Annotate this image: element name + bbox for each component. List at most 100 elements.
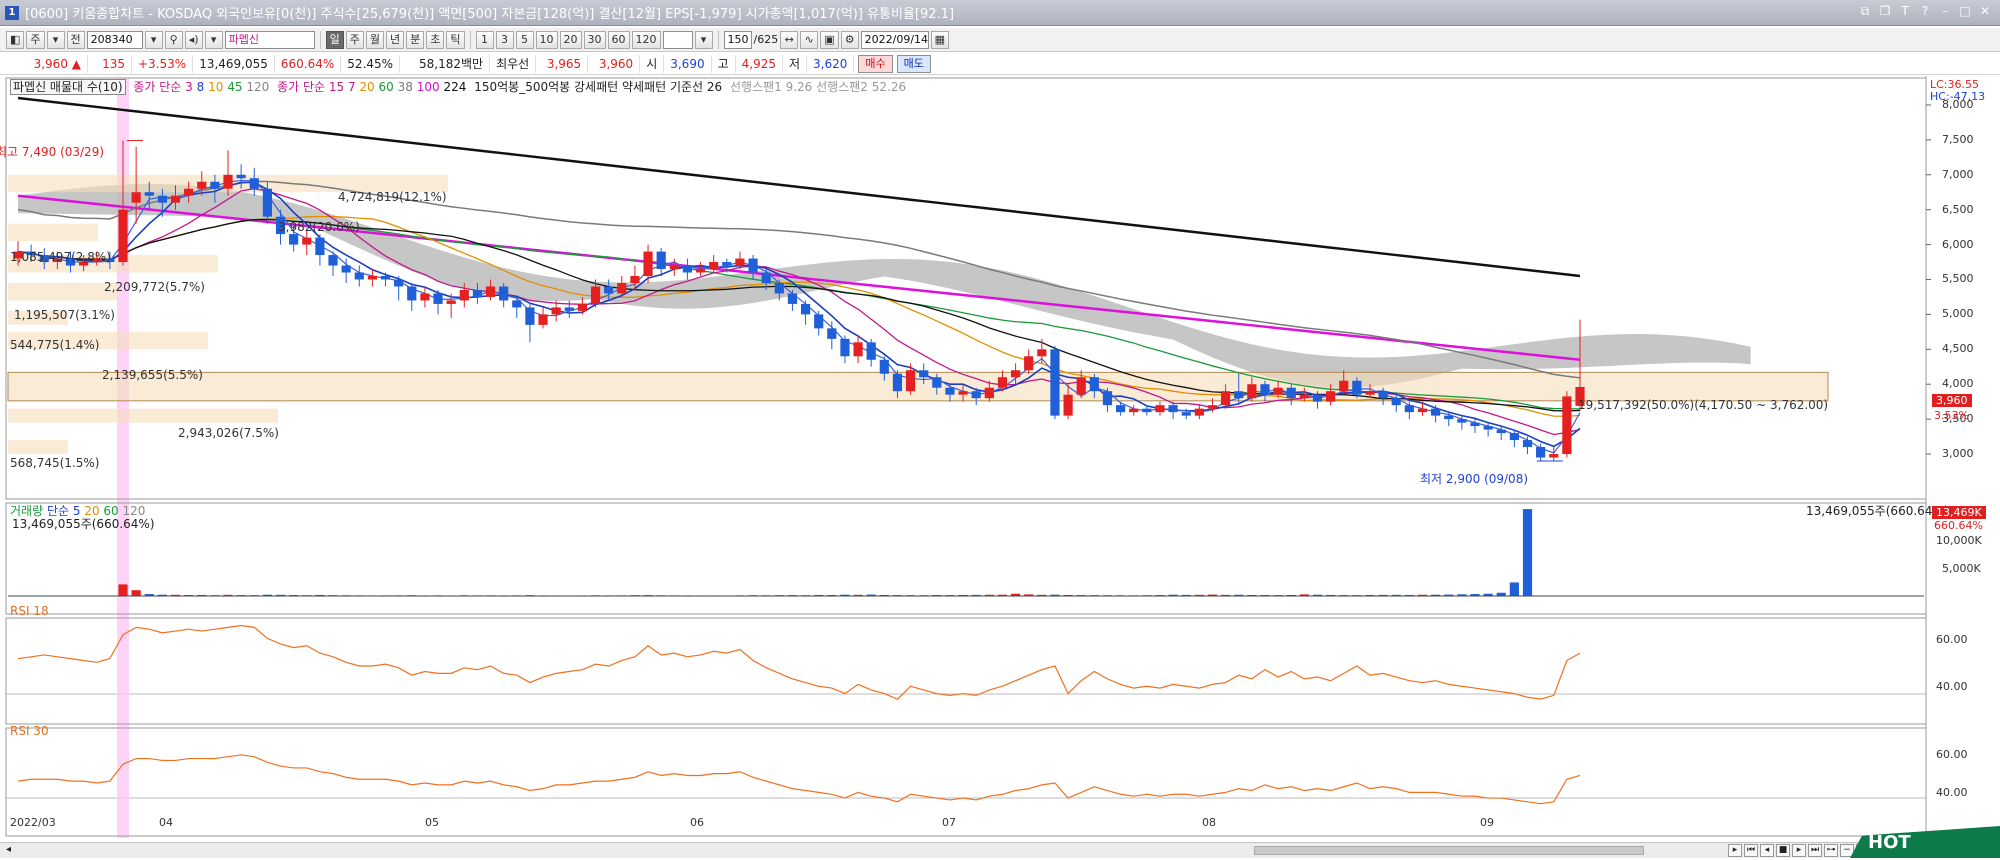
window-title: [0600] 키움종합차트 - KOSDAQ 외국인보유[0(천)] 주식수[2… (25, 3, 954, 22)
speaker-icon[interactable]: ◂) (185, 31, 203, 49)
stock-code-input[interactable]: 208340 (87, 31, 143, 49)
candle-body (591, 286, 600, 303)
candle-body (512, 300, 521, 307)
open-label: 시 (640, 55, 664, 73)
minimize-icon[interactable]: – (1938, 4, 1952, 18)
price-tick: 5,500 (1942, 272, 1974, 285)
count-total: /625 (754, 33, 779, 46)
legend-pattern: 150억봉_500억봉 강세패턴 약세패턴 기준선 26 (474, 80, 722, 94)
candle-body (381, 276, 390, 279)
candle-body (1168, 405, 1177, 412)
calendar-icon[interactable]: ▦ (931, 31, 949, 49)
date-input[interactable]: 2022/09/14 (861, 31, 929, 49)
prev-icon[interactable]: ◂ (1760, 844, 1774, 857)
legend-stock-name[interactable]: 파멥신 매물대 수(10) (10, 79, 126, 95)
menu-arrow-icon[interactable]: ▾ (205, 31, 223, 49)
period-tick-button[interactable]: 틱 (446, 31, 464, 49)
x-label-07: 07 (942, 816, 956, 829)
buy-button[interactable]: 매수 (858, 55, 892, 73)
price-legend: 파멥신 매물대 수(10) 종가 단순 3 8 10 45 120 종가 단순 … (10, 78, 906, 95)
candle-body (1352, 381, 1361, 395)
link-icon[interactable]: ⧉ (1858, 4, 1872, 18)
interval-30-button[interactable]: 30 (584, 31, 606, 49)
scroll-thumb[interactable] (1254, 846, 1644, 855)
interval-3-button[interactable]: 3 (496, 31, 514, 49)
scroll-right-icon[interactable]: ▸ (1728, 844, 1742, 857)
next-icon[interactable]: ▸ (1792, 844, 1806, 857)
current-price: 3,960 ▲ (8, 55, 88, 73)
interval-10-button[interactable]: 10 (536, 31, 558, 49)
candle-body (880, 360, 889, 374)
search-icon[interactable]: ⚲ (165, 31, 183, 49)
candle-body (289, 234, 298, 244)
panel-frame (6, 618, 1926, 724)
candle-body (1063, 395, 1072, 416)
count-input[interactable]: 150 (724, 31, 752, 49)
period-year-button[interactable]: 년 (386, 31, 404, 49)
chevron-down-icon[interactable]: ▾ (47, 31, 65, 49)
legend-ma15-label[interactable]: 종가 단순 15 (277, 80, 344, 94)
layout-icon[interactable]: ◧ (6, 31, 24, 49)
window-controls: ⧉ ❐ T ? – □ ✕ (1858, 4, 1992, 18)
rsi30-tick-40: 40.00 (1936, 786, 1968, 799)
zoom-slider-icon[interactable]: ⊶ (1824, 844, 1838, 857)
candle-body (657, 252, 666, 269)
interval-60-button[interactable]: 60 (608, 31, 630, 49)
candle-body (814, 314, 823, 328)
legend-ma3-p4: 120 (246, 80, 269, 94)
market-all-button[interactable]: 전 (67, 31, 85, 49)
gear-icon[interactable]: ⚙ (841, 31, 859, 49)
legend-ma3-label[interactable]: 종가 단순 3 (133, 80, 192, 94)
candle-body (1510, 433, 1519, 440)
volume-bars (8, 509, 1924, 596)
stop-icon[interactable]: ■ (1776, 844, 1790, 857)
rsi18-label[interactable]: RSI 18 (10, 604, 49, 618)
legend-ma3-p2: 10 (208, 80, 223, 94)
fit-icon[interactable]: ↔ (780, 31, 798, 49)
candle-body (696, 269, 705, 272)
period-week-button[interactable]: 주 (346, 31, 364, 49)
scroll-left-icon[interactable]: ◂ (6, 844, 11, 855)
candle-body (630, 276, 639, 283)
candle-body (473, 290, 482, 297)
type-select[interactable]: 주 (26, 31, 44, 49)
open-price: 3,690 (664, 55, 711, 73)
close-icon[interactable]: ✕ (1978, 4, 1992, 18)
interval-1-button[interactable]: 1 (476, 31, 494, 49)
interval-20-button[interactable]: 20 (560, 31, 582, 49)
candle-body (1497, 430, 1506, 433)
profile-label-6: 2,139,655(5.5%) (102, 368, 203, 382)
interval-dropdown-icon[interactable]: ▾ (695, 31, 713, 49)
stock-chart[interactable] (0, 76, 2000, 842)
sell-button[interactable]: 매도 (897, 55, 931, 73)
help-icon[interactable]: ? (1918, 4, 1932, 18)
rsi30-label[interactable]: RSI 30 (10, 724, 49, 738)
period-day-button[interactable]: 일 (326, 31, 344, 49)
candle-body (578, 304, 587, 311)
text-size-icon[interactable]: T (1898, 4, 1912, 18)
candle-body (722, 262, 731, 265)
period-second-button[interactable]: 초 (426, 31, 444, 49)
legend-ma3-p1: 8 (197, 80, 205, 94)
interval-5-button[interactable]: 5 (516, 31, 534, 49)
candle-body (893, 374, 902, 391)
restore-icon[interactable]: ❐ (1878, 4, 1892, 18)
interval-custom-input[interactable] (663, 31, 693, 49)
maximize-icon[interactable]: □ (1958, 4, 1972, 18)
save-icon[interactable]: ▣ (820, 31, 838, 49)
code-dropdown-icon[interactable]: ▾ (145, 31, 163, 49)
last-icon[interactable]: ⏭ (1808, 844, 1822, 857)
chart-area: 파멥신 매물대 수(10) 종가 단순 3 8 10 45 120 종가 단순 … (0, 76, 2000, 842)
current-pct-tag: 3.53% (1934, 409, 1969, 422)
candle-body (394, 279, 403, 286)
stock-name-field[interactable]: 파멥신 (225, 31, 315, 49)
candle-body (237, 175, 246, 178)
indicator-icon[interactable]: ∿ (800, 31, 818, 49)
interval-120-button[interactable]: 120 (632, 31, 661, 49)
candle-body (1392, 398, 1401, 405)
rsi30-tick-60: 60.00 (1936, 748, 1968, 761)
period-month-button[interactable]: 월 (366, 31, 384, 49)
period-minute-button[interactable]: 분 (406, 31, 424, 49)
chart-scrollbar[interactable]: ◂ ▸ ⏮ ◂ ■ ▸ ⏭ ⊶ − + (0, 842, 2000, 858)
first-icon[interactable]: ⏮ (1744, 844, 1758, 857)
